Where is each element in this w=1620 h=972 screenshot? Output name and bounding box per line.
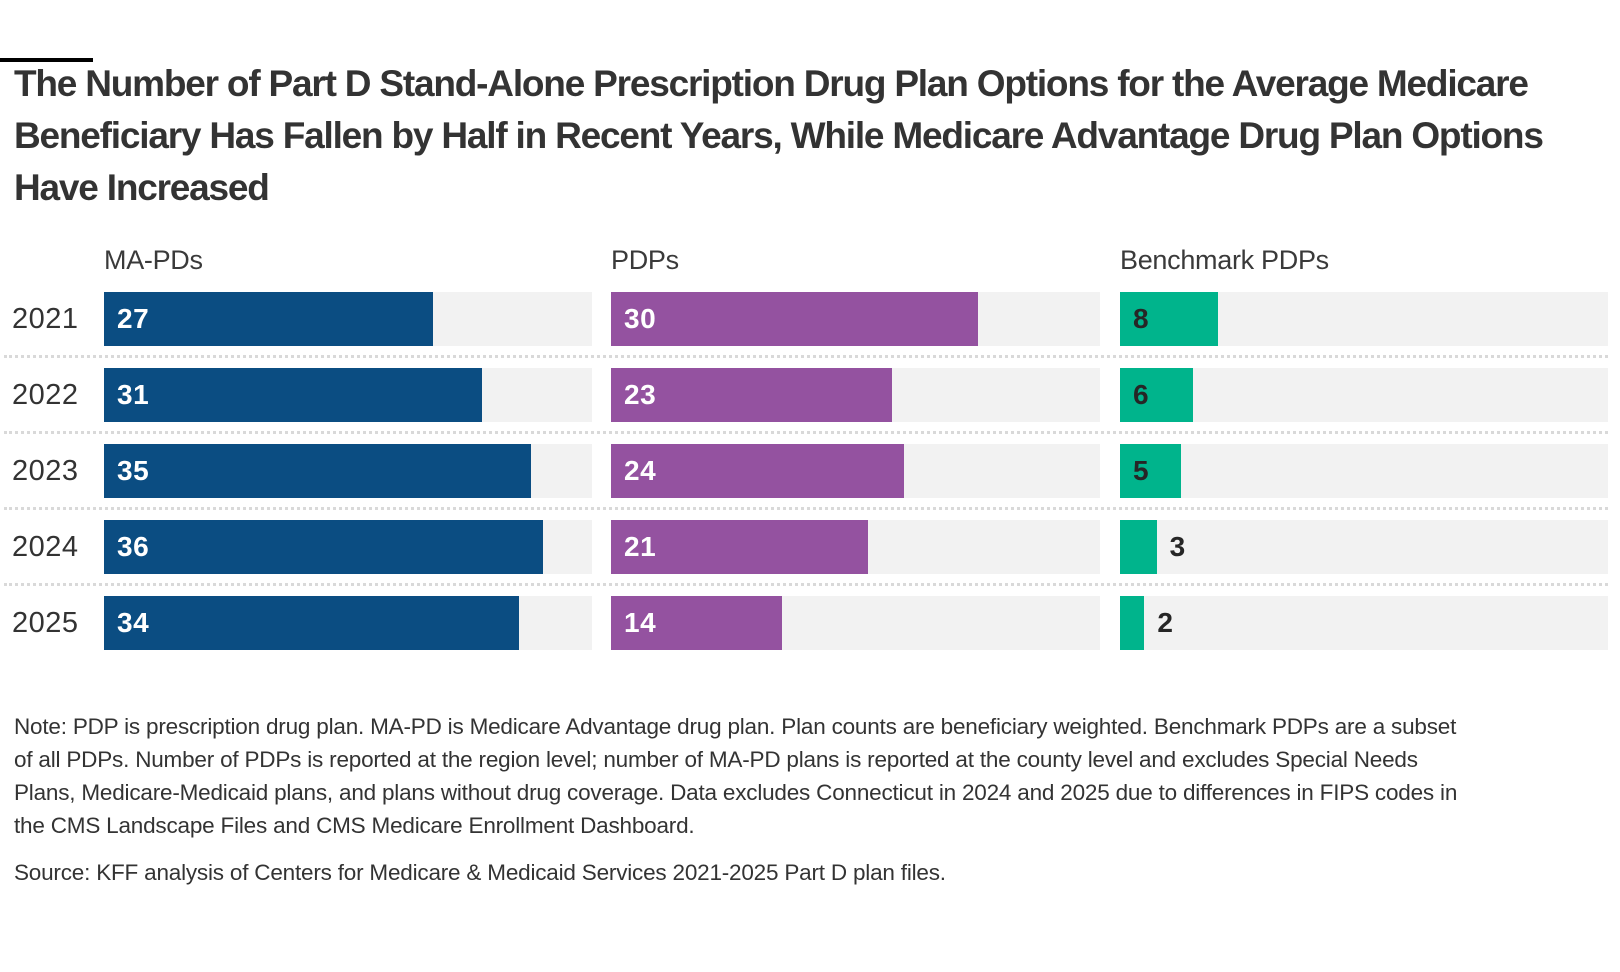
chart-row: 2021 27 30 8 [0,292,1608,346]
bar-track: 35 [104,444,592,498]
bar-fill [104,596,519,650]
column-headers-row: MA-PDs PDPs Benchmark PDPs [0,244,1608,276]
chart-row: 2022 31 23 6 [0,368,1608,422]
bar-fill [104,368,483,422]
bar-fill [1120,292,1218,346]
bar-value-label: 8 [1133,303,1150,334]
bar-value-label: 2 [1157,607,1174,638]
source-text: Source: KFF analysis of Centers for Medi… [14,860,946,885]
bar-value-label: 36 [117,531,150,562]
chart-row: 2025 34 14 2 [0,596,1608,650]
bar-track: 5 [1120,444,1608,498]
bar-track: 30 [611,292,1100,346]
row-separator [0,498,1608,520]
column-header-ma-pds: MA-PDs [104,245,203,275]
bar-fill [104,292,434,346]
bar-track: 3 [1120,520,1608,574]
bar-value-label: 24 [624,455,657,486]
bar-value-label: 27 [117,303,150,334]
bar-value-label: 30 [624,303,657,334]
bar-track: 27 [104,292,592,346]
bar-fill [1120,596,1145,650]
bar-chart: MA-PDs PDPs Benchmark PDPs 2021 27 30 8 2022… [0,244,1608,650]
bar-track: 8 [1120,292,1608,346]
bar-track: 2 [1120,596,1608,650]
bar-fill [611,292,978,346]
chart-rows: 2021 27 30 8 2022 31 23 6 2023 35 24 5 2024 36 21 3 2025… [0,292,1608,650]
column-header-benchmark-pdps: Benchmark PDPs [1120,245,1329,275]
page-title: The Number of Part D Stand-Alone Prescri… [14,63,1544,208]
bar-track: 31 [104,368,592,422]
year-label: 2025 [12,606,79,639]
bar-value-label: 34 [117,607,150,638]
bar-value-label: 23 [624,379,657,410]
bar-fill [1120,520,1157,574]
bar-fill [1120,368,1194,422]
note-text: Note: PDP is prescription drug plan. MA-… [14,714,1458,838]
chart-row: 2023 35 24 5 [0,444,1608,498]
bar-value-label: 35 [117,455,150,486]
row-separator [0,422,1608,444]
bar-track: 34 [104,596,592,650]
bar-fill [611,444,905,498]
bar-value-label: 31 [117,379,150,410]
bar-value-label: 21 [624,531,657,562]
year-label: 2021 [12,302,79,335]
bar-fill [104,520,544,574]
column-header-pdps: PDPs [611,245,679,275]
bar-track: 6 [1120,368,1608,422]
row-separator [0,346,1608,368]
bar-track: 23 [611,368,1100,422]
bar-track: 36 [104,520,592,574]
bar-fill [611,596,783,650]
top-accent-bar [0,58,93,62]
bar-value-label: 3 [1169,531,1186,562]
bar-fill [104,444,531,498]
chart-row: 2024 36 21 3 [0,520,1608,574]
bar-track: 21 [611,520,1100,574]
bar-track: 24 [611,444,1100,498]
bar-value-label: 14 [624,607,657,638]
bar-fill [611,520,868,574]
row-separator [0,574,1608,596]
bar-fill [1120,444,1181,498]
bar-value-label: 6 [1133,379,1150,410]
year-label: 2024 [12,530,79,563]
year-label: 2023 [12,454,79,487]
year-label: 2022 [12,378,79,411]
bar-fill [611,368,893,422]
bar-value-label: 5 [1133,455,1150,486]
bar-track: 14 [611,596,1100,650]
